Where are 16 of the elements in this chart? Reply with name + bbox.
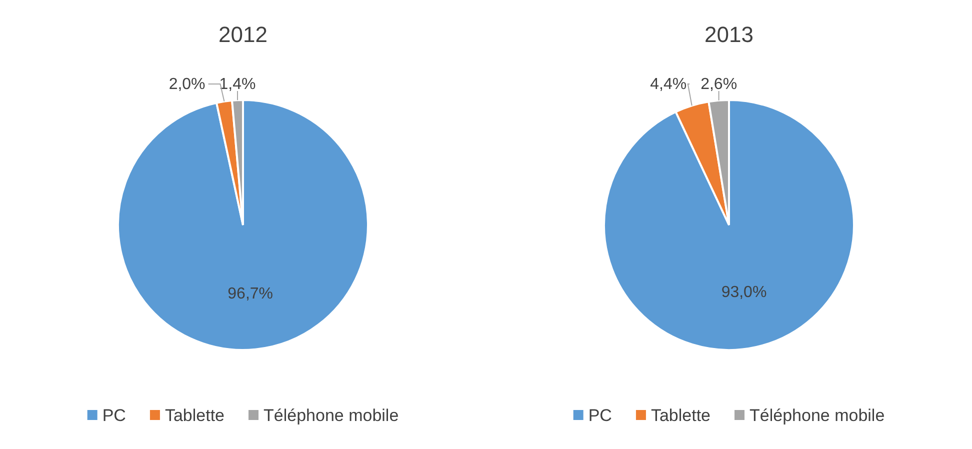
data-label: 4,4%: [650, 76, 687, 93]
legend-label: PC: [102, 406, 126, 425]
legend-label: Tablette: [164, 406, 225, 425]
legend-label: Téléphone mobile: [264, 406, 399, 425]
data-label: 1,4%: [219, 76, 256, 93]
pie-slice: [603, 99, 855, 351]
chart-title: 2013: [704, 22, 754, 47]
legend-label: Téléphone mobile: [750, 406, 885, 425]
data-label: 93,0%: [721, 284, 767, 302]
legend-label: PC: [588, 406, 612, 425]
data-label: 2,6%: [700, 76, 738, 93]
chart-title: 2012: [218, 22, 268, 47]
data-label: 2,0%: [168, 76, 206, 93]
pie-slice: [117, 99, 369, 351]
legend-label: Tablette: [650, 406, 711, 425]
data-label: 96,7%: [228, 285, 274, 302]
